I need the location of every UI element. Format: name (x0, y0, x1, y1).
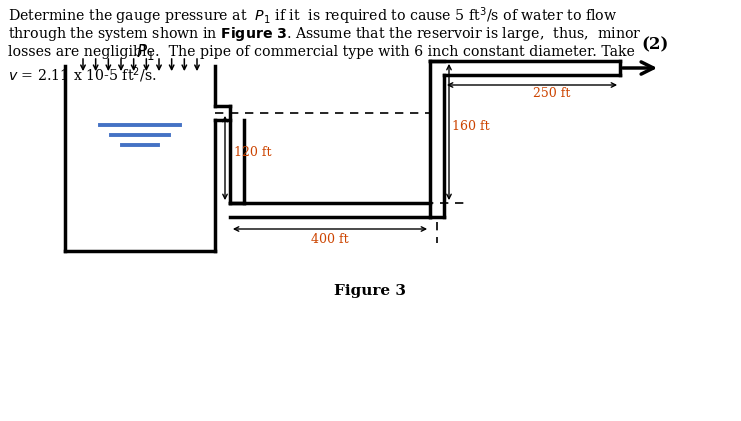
Text: through the system shown in $\mathbf{Figure\ 3}$. Assume that the reservoir is l: through the system shown in $\mathbf{Fig… (8, 25, 642, 43)
Text: losses are negligible.  The pipe of commercial type with 6 inch constant diamete: losses are negligible. The pipe of comme… (8, 45, 635, 59)
Text: 120 ft: 120 ft (234, 147, 271, 160)
Text: Figure 3: Figure 3 (334, 284, 406, 298)
Text: $v$ = 2.11 x 10-5 ft$^2$/s.: $v$ = 2.11 x 10-5 ft$^2$/s. (8, 65, 157, 85)
Text: $P_1$: $P_1$ (136, 42, 154, 62)
Text: 250 ft: 250 ft (534, 87, 571, 100)
Text: (2): (2) (641, 36, 668, 53)
Text: 400 ft: 400 ft (311, 233, 349, 246)
Text: Determine the gauge pressure at  $P_1$ if it  is required to cause 5 ft$^3$/s of: Determine the gauge pressure at $P_1$ if… (8, 5, 617, 27)
Text: 160 ft: 160 ft (452, 120, 490, 133)
